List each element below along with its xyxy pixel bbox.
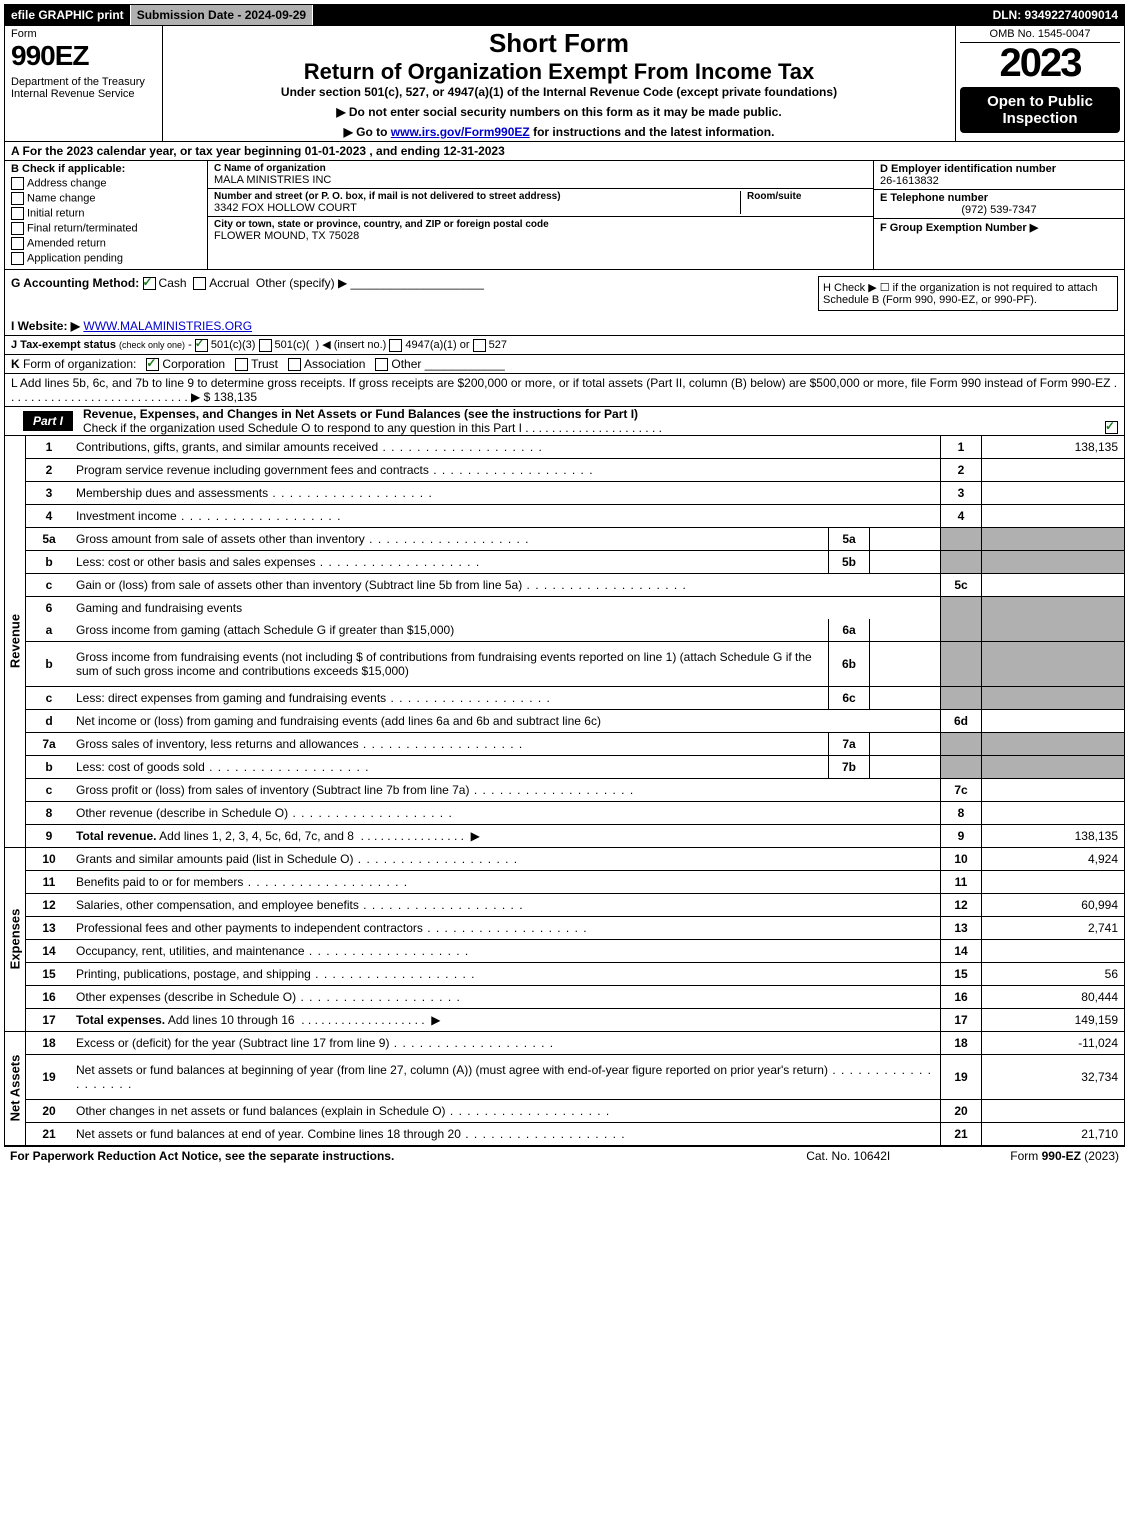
header-middle: Short Form Return of Organization Exempt…	[163, 26, 956, 141]
ssn-note: ▶ Do not enter social security numbers o…	[169, 105, 949, 119]
header-right: OMB No. 1545-0047 2023 Open to Public In…	[956, 26, 1124, 141]
f-label: F Group Exemption Number ▶	[880, 221, 1118, 234]
short-form-title: Short Form	[169, 28, 949, 59]
row-i: I Website: ▶ WWW.MALAMINISTRIES.ORG	[4, 317, 1125, 336]
irs-link[interactable]: www.irs.gov/Form990EZ	[391, 125, 530, 139]
efile-label: efile GRAPHIC print	[5, 5, 131, 25]
chk-501c[interactable]	[259, 339, 272, 352]
val-21: 21,710	[981, 1123, 1124, 1145]
row-a-calendar: A For the 2023 calendar year, or tax yea…	[4, 142, 1125, 161]
val-14	[981, 940, 1124, 962]
org-city: FLOWER MOUND, TX 75028	[214, 230, 867, 242]
b-title: B Check if applicable:	[11, 163, 201, 175]
chk-other-org[interactable]	[375, 358, 388, 371]
chk-trust[interactable]	[235, 358, 248, 371]
val-6d	[981, 710, 1124, 732]
val-8	[981, 802, 1124, 824]
row-k: K Form of organization: Corporation Trus…	[4, 355, 1125, 374]
form-word: Form	[11, 28, 156, 40]
chk-4947[interactable]	[389, 339, 402, 352]
chk-name-change[interactable]: Name change	[11, 192, 201, 205]
val-2	[981, 459, 1124, 481]
c-city-label: City or town, state or province, country…	[214, 219, 867, 230]
ein: 26-1613832	[880, 175, 1118, 187]
return-title: Return of Organization Exempt From Incom…	[169, 59, 949, 85]
chk-501c3[interactable]	[195, 339, 208, 352]
dept-treasury: Department of the Treasury Internal Reve…	[11, 76, 156, 100]
header-left: Form 990EZ Department of the Treasury In…	[5, 26, 163, 141]
e-label: E Telephone number	[880, 192, 1118, 204]
chk-final-return[interactable]: Final return/terminated	[11, 222, 201, 235]
website-link[interactable]: WWW.MALAMINISTRIES.ORG	[83, 319, 252, 333]
val-18: -11,024	[981, 1032, 1124, 1054]
expenses-block: Expenses 10Grants and similar amounts pa…	[4, 848, 1125, 1032]
part1-title: Revenue, Expenses, and Changes in Net As…	[83, 407, 1124, 435]
c-name-label: C Name of organization	[214, 163, 867, 174]
val-12: 60,994	[981, 894, 1124, 916]
cat-no: Cat. No. 10642I	[806, 1149, 890, 1163]
chk-corporation[interactable]	[146, 358, 159, 371]
row-l: L Add lines 5b, 6c, and 7b to line 9 to …	[4, 374, 1125, 406]
chk-amended-return[interactable]: Amended return	[11, 237, 201, 250]
netassets-block: Net Assets 18Excess or (deficit) for the…	[4, 1032, 1125, 1146]
paperwork-notice: For Paperwork Reduction Act Notice, see …	[10, 1149, 394, 1163]
col-def: D Employer identification number 26-1613…	[874, 161, 1124, 269]
val-4	[981, 505, 1124, 527]
open-inspection: Open to Public Inspection	[960, 87, 1120, 133]
chk-527[interactable]	[473, 339, 486, 352]
d-label: D Employer identification number	[880, 163, 1118, 175]
chk-accrual[interactable]	[193, 277, 206, 290]
revenue-vlabel: Revenue	[5, 436, 26, 847]
telephone: (972) 539-7347	[880, 204, 1118, 216]
val-17: 149,159	[981, 1009, 1124, 1031]
part1-label: Part I	[23, 411, 73, 431]
val-3	[981, 482, 1124, 504]
revenue-block: Revenue 1Contributions, gifts, grants, a…	[4, 436, 1125, 848]
form-number: 990EZ	[11, 40, 156, 72]
form-header: Form 990EZ Department of the Treasury In…	[4, 26, 1125, 142]
gross-receipts: 138,135	[214, 390, 257, 404]
chk-schedule-o[interactable]	[1105, 421, 1118, 434]
row-j: J Tax-exempt status (check only one) - 5…	[4, 336, 1125, 355]
org-name: MALA MINISTRIES INC	[214, 174, 867, 186]
org-street: 3342 FOX HOLLOW COURT	[214, 202, 740, 214]
dln-label: DLN: 93492274009014	[987, 5, 1124, 25]
chk-cash[interactable]	[143, 277, 156, 290]
val-19: 32,734	[981, 1055, 1124, 1099]
val-15: 56	[981, 963, 1124, 985]
val-7c	[981, 779, 1124, 801]
top-bar: efile GRAPHIC print Submission Date - 20…	[4, 4, 1125, 26]
val-9: 138,135	[981, 825, 1124, 847]
page-footer: For Paperwork Reduction Act Notice, see …	[4, 1146, 1125, 1165]
row-gh: G Accounting Method: Cash Accrual Other …	[4, 270, 1125, 317]
submission-date: Submission Date - 2024-09-29	[131, 5, 313, 25]
val-13: 2,741	[981, 917, 1124, 939]
row-h: H Check ▶ ☐ if the organization is not r…	[818, 276, 1118, 311]
val-11	[981, 871, 1124, 893]
col-b: B Check if applicable: Address change Na…	[5, 161, 208, 269]
val-1: 138,135	[981, 436, 1124, 458]
c-street-label: Number and street (or P. O. box, if mail…	[214, 191, 740, 202]
tax-year: 2023	[960, 43, 1120, 83]
form-ref: Form 990-EZ (2023)	[1010, 1149, 1119, 1163]
part1-header: Part I Revenue, Expenses, and Changes in…	[4, 406, 1125, 436]
col-c: C Name of organization MALA MINISTRIES I…	[208, 161, 874, 269]
chk-app-pending[interactable]: Application pending	[11, 252, 201, 265]
chk-address-change[interactable]: Address change	[11, 177, 201, 190]
chk-initial-return[interactable]: Initial return	[11, 207, 201, 220]
under-section: Under section 501(c), 527, or 4947(a)(1)…	[169, 85, 949, 99]
netassets-vlabel: Net Assets	[5, 1032, 26, 1145]
section-bcdef: B Check if applicable: Address change Na…	[4, 161, 1125, 270]
g-label: G Accounting Method:	[11, 276, 139, 290]
val-10: 4,924	[981, 848, 1124, 870]
val-5c	[981, 574, 1124, 596]
expenses-vlabel: Expenses	[5, 848, 26, 1031]
val-20	[981, 1100, 1124, 1122]
goto-note: ▶ Go to www.irs.gov/Form990EZ for instru…	[169, 125, 949, 139]
chk-association[interactable]	[288, 358, 301, 371]
val-16: 80,444	[981, 986, 1124, 1008]
c-room-label: Room/suite	[747, 191, 867, 202]
